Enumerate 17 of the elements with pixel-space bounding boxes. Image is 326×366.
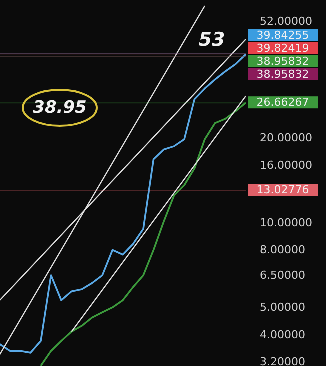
- ref-line-label: 38.95832: [256, 54, 310, 68]
- y-tick-label: 5.00000: [260, 301, 306, 314]
- ref-line-label: 39.84255: [256, 28, 310, 42]
- ref-line-label: 38.95832: [256, 68, 310, 81]
- y-tick-label: 6.50000: [260, 269, 306, 282]
- annotation: 38.95: [33, 98, 87, 118]
- annotation: 53: [198, 29, 226, 51]
- y-tick-label: 52.00000: [260, 14, 312, 28]
- y-tick-label: 20.00000: [260, 132, 312, 145]
- y-tick-label: 8.00000: [260, 244, 306, 257]
- ref-line-label: 13.02776: [256, 184, 310, 197]
- y-tick-label: 3.20000: [260, 356, 306, 366]
- ref-line-label: 26.66267: [256, 96, 310, 110]
- ref-line-label: 39.82419: [256, 42, 310, 55]
- y-tick-label: 10.00000: [260, 216, 312, 230]
- y-tick-label: 4.00000: [260, 328, 306, 342]
- y-tick-label: 16.00000: [260, 158, 312, 172]
